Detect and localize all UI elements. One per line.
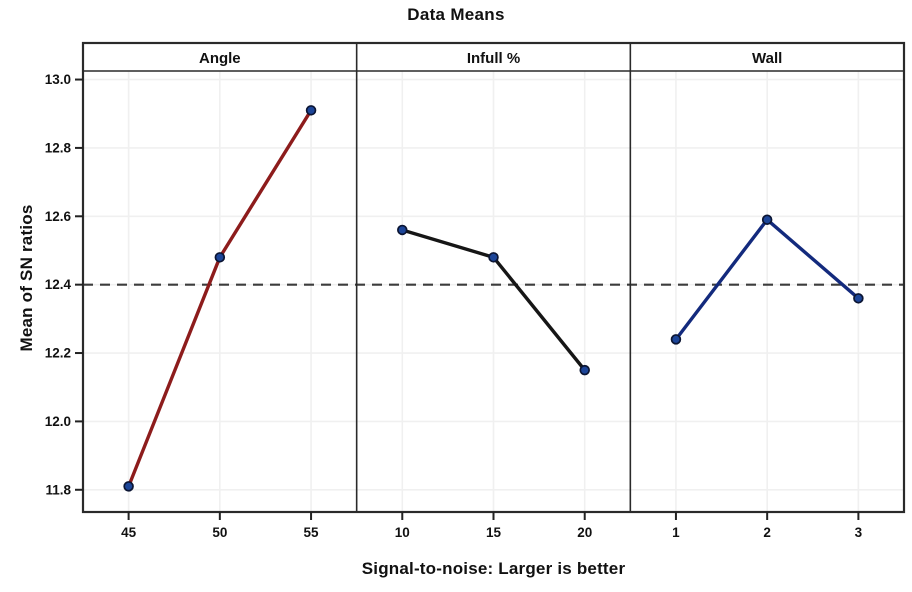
x-tick-label: 50: [212, 525, 227, 540]
panel-header-label: Wall: [752, 50, 782, 67]
x-tick-label: 45: [121, 525, 137, 540]
x-tick-label: 20: [577, 525, 592, 540]
data-point-marker: [305, 105, 317, 116]
x-tick-label: 1: [672, 525, 680, 540]
x-tick-label: 10: [395, 525, 410, 540]
y-tick-label: 12.6: [45, 209, 72, 224]
y-tick-label: 12.4: [45, 277, 72, 292]
x-tick-label: 15: [486, 525, 502, 540]
panel-header-label: Infull %: [467, 50, 520, 67]
data-point-marker: [488, 252, 499, 263]
data-point-marker: [853, 293, 864, 304]
data-point-marker: [397, 224, 408, 236]
data-point-marker: [579, 364, 590, 376]
y-tick-label: 11.8: [45, 482, 71, 497]
data-point-marker: [214, 252, 226, 263]
y-tick-label: 12.0: [45, 414, 71, 429]
panel-header-label: Angle: [199, 50, 241, 67]
x-tick-label: 3: [855, 525, 863, 540]
data-point-marker: [123, 481, 134, 492]
x-tick-label: 55: [304, 525, 320, 540]
data-point-marker: [761, 214, 773, 225]
y-tick-label: 12.2: [45, 346, 71, 361]
chart-title: Data Means: [407, 5, 505, 24]
y-tick-label: 13.0: [45, 72, 71, 87]
y-tick-label: 12.8: [45, 140, 72, 155]
data-point-marker: [670, 334, 682, 345]
x-tick-label: 2: [763, 525, 771, 540]
x-axis-label: Signal-to-noise: Larger is better: [361, 559, 626, 578]
